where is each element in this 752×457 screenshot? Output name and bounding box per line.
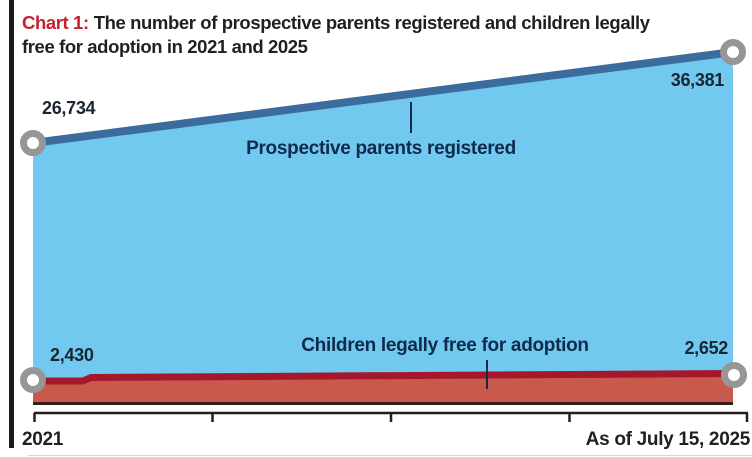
parents-series-label: Prospective parents registered (246, 138, 516, 159)
chart-title-line1: Chart 1: The number of prospective parent… (22, 11, 737, 35)
children-line (33, 370, 734, 385)
parents-start-marker (20, 130, 46, 156)
left-border-bar (9, 0, 14, 448)
x-axis-label-left: 2021 (22, 429, 64, 450)
parents-end-marker (720, 39, 746, 65)
parents-start-value-label: 26,734 (42, 98, 96, 118)
children-end-value-label: 2,652 (684, 338, 728, 358)
children-start-marker (20, 367, 46, 393)
children-start-value-label: 2,430 (50, 345, 94, 365)
children-series-label: Children legally free for adoption (301, 335, 589, 356)
chart-title-prefix: Chart 1: (22, 12, 89, 33)
chart-title-line2: free for adoption in 2021 and 2025 (22, 36, 308, 57)
x-axis-label-right: As of July 15, 2025 (585, 429, 751, 450)
parents-area-fill (33, 55, 733, 403)
parents-end-value-label: 36,381 (670, 70, 725, 90)
chart-title: Chart 1: The number of prospective parent… (22, 11, 737, 59)
children-end-marker (721, 362, 747, 388)
chart-title-line1-text: The number of prospective parents regist… (93, 12, 650, 33)
parents-line (32, 48, 734, 147)
